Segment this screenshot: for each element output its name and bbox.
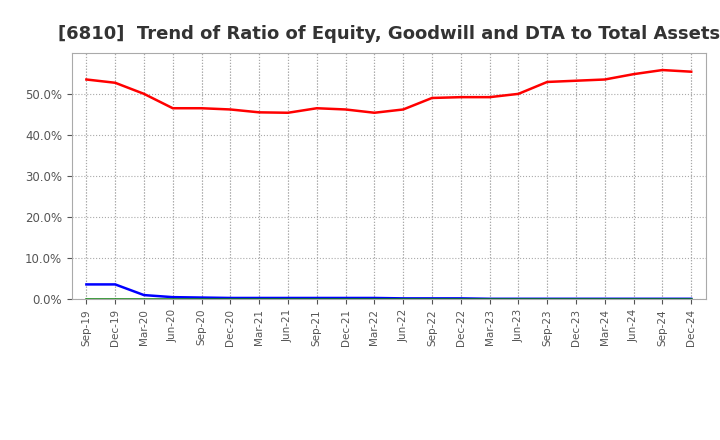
Goodwill — [456, 296, 465, 301]
Goodwill — [629, 296, 638, 301]
Deferred Tax Assets — [370, 296, 379, 301]
Goodwill — [687, 296, 696, 301]
Deferred Tax Assets — [341, 296, 350, 301]
Equity — [341, 107, 350, 112]
Goodwill — [284, 295, 292, 301]
Deferred Tax Assets — [456, 296, 465, 301]
Equity — [428, 95, 436, 101]
Equity — [255, 110, 264, 115]
Deferred Tax Assets — [255, 296, 264, 301]
Goodwill — [399, 296, 408, 301]
Goodwill — [82, 282, 91, 287]
Deferred Tax Assets — [485, 296, 494, 301]
Goodwill — [428, 296, 436, 301]
Deferred Tax Assets — [543, 296, 552, 301]
Deferred Tax Assets — [514, 296, 523, 301]
Goodwill — [485, 296, 494, 301]
Equity — [600, 77, 609, 82]
Equity — [284, 110, 292, 115]
Goodwill — [226, 295, 235, 301]
Equity — [111, 80, 120, 85]
Goodwill — [168, 294, 177, 300]
Line: Goodwill: Goodwill — [86, 284, 691, 299]
Goodwill — [111, 282, 120, 287]
Deferred Tax Assets — [197, 296, 206, 301]
Deferred Tax Assets — [629, 296, 638, 301]
Equity — [82, 77, 91, 82]
Deferred Tax Assets — [226, 296, 235, 301]
Goodwill — [341, 295, 350, 301]
Deferred Tax Assets — [428, 296, 436, 301]
Deferred Tax Assets — [284, 296, 292, 301]
Deferred Tax Assets — [399, 296, 408, 301]
Deferred Tax Assets — [111, 296, 120, 301]
Goodwill — [514, 296, 523, 301]
Goodwill — [370, 295, 379, 301]
Deferred Tax Assets — [572, 296, 580, 301]
Deferred Tax Assets — [658, 296, 667, 301]
Goodwill — [255, 295, 264, 301]
Equity — [572, 78, 580, 83]
Equity — [543, 79, 552, 84]
Deferred Tax Assets — [82, 296, 91, 301]
Goodwill — [543, 296, 552, 301]
Equity — [168, 106, 177, 111]
Deferred Tax Assets — [312, 296, 321, 301]
Equity — [629, 72, 638, 77]
Goodwill — [572, 296, 580, 301]
Equity — [687, 69, 696, 74]
Equity — [370, 110, 379, 115]
Equity — [140, 91, 148, 96]
Goodwill — [197, 295, 206, 300]
Deferred Tax Assets — [687, 296, 696, 301]
Equity — [658, 67, 667, 73]
Title: [6810]  Trend of Ratio of Equity, Goodwill and DTA to Total Assets: [6810] Trend of Ratio of Equity, Goodwil… — [58, 25, 720, 43]
Goodwill — [312, 295, 321, 301]
Deferred Tax Assets — [140, 296, 148, 301]
Equity — [197, 106, 206, 111]
Equity — [514, 91, 523, 96]
Equity — [399, 107, 408, 112]
Goodwill — [600, 296, 609, 301]
Goodwill — [658, 296, 667, 301]
Equity — [485, 95, 494, 100]
Deferred Tax Assets — [600, 296, 609, 301]
Deferred Tax Assets — [168, 296, 177, 301]
Equity — [226, 107, 235, 112]
Equity — [312, 106, 321, 111]
Line: Equity: Equity — [86, 70, 691, 113]
Equity — [456, 95, 465, 100]
Goodwill — [140, 293, 148, 298]
